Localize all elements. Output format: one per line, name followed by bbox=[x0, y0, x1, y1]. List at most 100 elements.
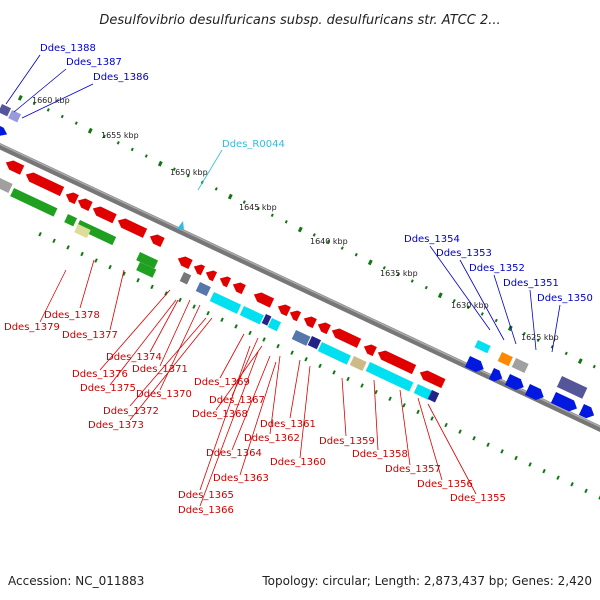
tick-dot bbox=[144, 154, 148, 158]
label-ddes-1355[interactable]: Ddes_1355 bbox=[450, 493, 506, 504]
gene-arrow bbox=[488, 368, 503, 382]
label-ddes-1379[interactable]: Ddes_1379 bbox=[4, 322, 60, 333]
tick-dot bbox=[290, 350, 294, 355]
gene-arrow bbox=[317, 322, 331, 335]
label-ddes-1354[interactable]: Ddes_1354 bbox=[404, 234, 460, 245]
tick-dot bbox=[326, 239, 330, 244]
gene-feature bbox=[291, 330, 311, 346]
gene-feature bbox=[253, 292, 275, 308]
tick-dot bbox=[318, 363, 322, 369]
label-ddes-1369[interactable]: Ddes_1369 bbox=[194, 377, 250, 388]
tick-dot bbox=[332, 370, 336, 375]
gene-arrow bbox=[219, 276, 232, 288]
tick-dot bbox=[52, 238, 56, 244]
label-ddes-1371[interactable]: Ddes_1371 bbox=[132, 364, 188, 375]
gene-feature bbox=[497, 352, 513, 367]
label-ddes-1373[interactable]: Ddes_1373 bbox=[88, 420, 144, 431]
label-ddes-1357[interactable]: Ddes_1357 bbox=[385, 464, 441, 475]
tick-dot bbox=[500, 449, 504, 454]
tick-dot bbox=[186, 173, 190, 178]
gene-block bbox=[0, 178, 13, 194]
label-ddes-1350[interactable]: Ddes_1350 bbox=[537, 293, 593, 304]
gene-block bbox=[261, 314, 272, 326]
backbone-highlight bbox=[0, 143, 600, 428]
gene-feature bbox=[136, 262, 157, 278]
label-ddes-1359[interactable]: Ddes_1359 bbox=[319, 436, 375, 447]
label-ddes-1366[interactable]: Ddes_1366 bbox=[178, 505, 234, 516]
label-ddes-1362[interactable]: Ddes_1362 bbox=[244, 433, 300, 444]
tick-dot bbox=[206, 310, 210, 316]
tick-dot bbox=[494, 318, 498, 323]
tick-dot bbox=[297, 226, 303, 233]
label-ddes-1364[interactable]: Ddes_1364 bbox=[206, 448, 262, 459]
gene-arrow bbox=[331, 328, 362, 348]
tick-dot bbox=[528, 462, 532, 467]
tick-dot bbox=[396, 272, 400, 277]
tick-dot bbox=[507, 325, 513, 332]
gene-feature bbox=[331, 328, 362, 348]
tick-dot bbox=[472, 435, 476, 441]
label-ddes-1356[interactable]: Ddes_1356 bbox=[417, 479, 473, 490]
label-ddes-1374[interactable]: Ddes_1374 bbox=[106, 352, 162, 363]
gene-arrow bbox=[277, 304, 291, 317]
gene-arrow bbox=[177, 256, 193, 270]
gene-feature bbox=[504, 374, 524, 390]
leader-line bbox=[341, 377, 347, 437]
label-ddes-r0044[interactable]: Ddes_R0044 bbox=[222, 139, 285, 150]
label-ddes-1370[interactable]: Ddes_1370 bbox=[136, 389, 192, 400]
gene-feature bbox=[267, 318, 282, 332]
tick-dot bbox=[220, 317, 224, 323]
label-ddes-1388[interactable]: Ddes_1388 bbox=[40, 43, 96, 54]
label-ddes-1361[interactable]: Ddes_1361 bbox=[260, 419, 316, 430]
label-ddes-1352[interactable]: Ddes_1352 bbox=[469, 263, 525, 274]
gene-feature bbox=[5, 160, 25, 175]
leader-line bbox=[21, 83, 94, 119]
tick-dot bbox=[234, 324, 238, 329]
label-ddes-1351[interactable]: Ddes_1351 bbox=[503, 278, 559, 289]
gene-arrow bbox=[117, 218, 148, 238]
label-ddes-1378[interactable]: Ddes_1378 bbox=[44, 310, 100, 321]
label-ddes-1365[interactable]: Ddes_1365 bbox=[178, 490, 234, 501]
gene-feature bbox=[303, 316, 317, 329]
gene-feature bbox=[239, 306, 264, 325]
label-ddes-1375[interactable]: Ddes_1375 bbox=[80, 383, 136, 394]
label-leader-lines bbox=[5, 54, 561, 507]
label-ddes-1377[interactable]: Ddes_1377 bbox=[62, 330, 118, 341]
backbone-line bbox=[0, 143, 600, 432]
gene-block bbox=[209, 292, 242, 314]
gene-block bbox=[10, 188, 58, 217]
label-ddes-1372[interactable]: Ddes_1372 bbox=[103, 406, 159, 417]
label-ddes-1358[interactable]: Ddes_1358 bbox=[352, 449, 408, 460]
gene-block bbox=[474, 340, 491, 354]
label-ddes-1376[interactable]: Ddes_1376 bbox=[72, 369, 128, 380]
leader-line bbox=[269, 355, 281, 435]
leader-line bbox=[493, 274, 517, 345]
genome-summary-text: Topology: circular; Length: 2,873,437 bp… bbox=[261, 574, 592, 588]
tick-dot bbox=[536, 338, 540, 343]
leader-line bbox=[429, 245, 491, 331]
gene-block bbox=[556, 375, 588, 399]
label-ddes-1387[interactable]: Ddes_1387 bbox=[66, 57, 122, 68]
gene-feature bbox=[307, 336, 322, 350]
tick-dot bbox=[444, 422, 448, 428]
gene-feature bbox=[365, 362, 414, 392]
tick-dot bbox=[346, 376, 350, 382]
label-ddes-1363[interactable]: Ddes_1363 bbox=[213, 473, 269, 484]
tick-dot bbox=[430, 416, 434, 421]
tick-dot bbox=[458, 429, 462, 434]
label-ddes-1368[interactable]: Ddes_1368 bbox=[192, 409, 248, 420]
gene-feature bbox=[177, 256, 193, 270]
gene-feature bbox=[65, 192, 79, 205]
gene-block bbox=[239, 306, 264, 325]
gene-arrow bbox=[232, 282, 246, 295]
gene-arrow bbox=[25, 172, 65, 197]
label-ddes-1386[interactable]: Ddes_1386 bbox=[93, 72, 149, 83]
label-ddes-1367[interactable]: Ddes_1367 bbox=[209, 395, 265, 406]
tick-dot bbox=[416, 409, 420, 415]
gene-feature bbox=[578, 404, 595, 419]
label-ddes-1360[interactable]: Ddes_1360 bbox=[270, 457, 326, 468]
leader-line bbox=[459, 259, 505, 341]
tick-dot bbox=[564, 351, 568, 356]
label-ddes-1353[interactable]: Ddes_1353 bbox=[436, 248, 492, 259]
gene-arrow bbox=[550, 392, 577, 412]
